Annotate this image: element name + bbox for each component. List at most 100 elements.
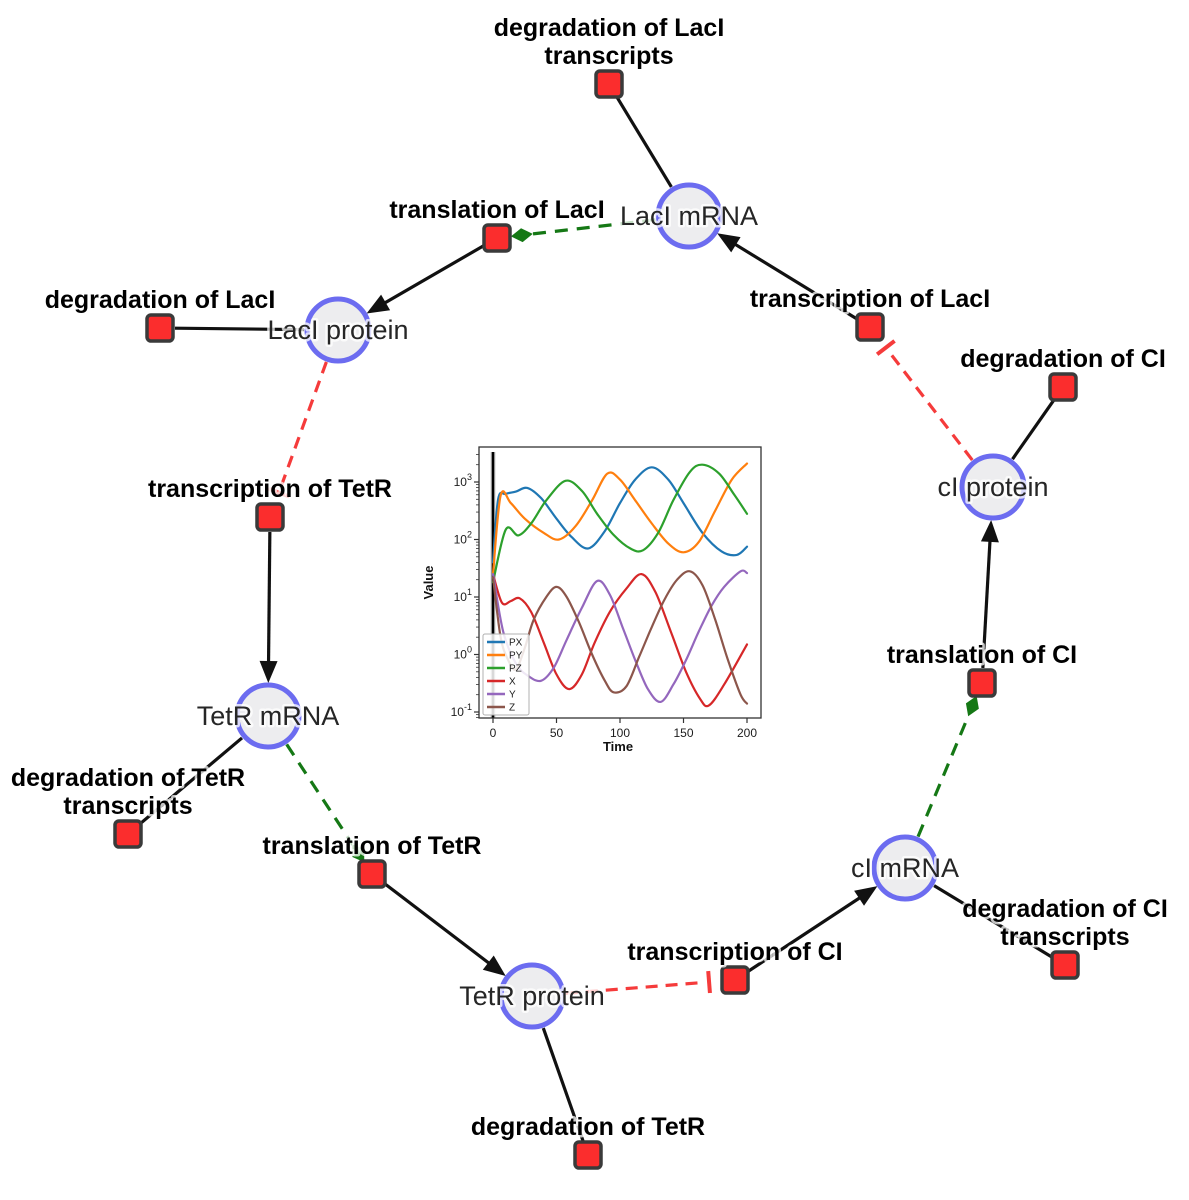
arrowhead-icon	[854, 886, 878, 906]
reaction-node-deg-laci[interactable]	[145, 313, 175, 343]
edge-tetr-mrna-deg-tetr-transcripts	[138, 736, 244, 826]
reaction-label-line: translation of LacI	[389, 196, 604, 224]
edge-laci-protein-transcription-tetr	[267, 361, 328, 499]
reaction-label-translation-tetr: translation of TetR	[263, 832, 482, 860]
reaction-label-translation-ci: translation of CI	[887, 641, 1077, 669]
series-line-PX	[491, 466, 749, 564]
reaction-label-line: degradation of TetR	[471, 1113, 705, 1141]
y-tick-label: 102	[454, 530, 472, 547]
arrowhead-icon	[259, 660, 278, 684]
species-label-laci-protein: LacI protein	[267, 315, 408, 345]
arrowhead-icon	[980, 519, 999, 543]
reaction-node-transcription-tetr[interactable]	[255, 502, 285, 532]
series-line-Y	[491, 569, 749, 704]
edge-ci-mrna-deg-ci-transcripts	[933, 884, 1054, 959]
reaction-label-line: degradation of TetR	[11, 764, 245, 792]
reaction-node-deg-ci[interactable]	[1048, 372, 1078, 402]
edge-tetr-mrna-translation-tetr	[285, 743, 365, 863]
inhibition-edge-line	[278, 361, 328, 490]
y-tick-label: 103	[454, 472, 472, 489]
reaction-node-transcription-laci[interactable]	[855, 312, 885, 342]
inhibition-edge-line	[887, 349, 974, 462]
species-node-tetr-mrna[interactable]	[234, 682, 302, 750]
species-label-ci-mrna: cI mRNA	[851, 853, 959, 883]
x-tick-label: 150	[673, 726, 693, 740]
species-node-tetr-protein[interactable]	[498, 962, 566, 1030]
production-edge-line	[981, 533, 992, 669]
reaction-node-deg-tetr[interactable]	[573, 1140, 603, 1170]
inhibition-edge-line	[565, 980, 706, 995]
reaction-label-line: degradation of LacI	[494, 14, 725, 42]
reaction-label-line: transcripts	[1000, 923, 1129, 951]
y-tick-label: 101	[454, 587, 472, 604]
species-node-ci-mrna[interactable]	[871, 834, 939, 902]
reaction-label-transcription-tetr: transcription of TetR	[148, 475, 392, 503]
reaction-label-deg-ci-transcripts: degradation of CI transcripts	[962, 895, 1168, 951]
consumption-edge-line	[174, 326, 305, 332]
reaction-label-line: transcription of LacI	[750, 285, 990, 313]
legend-label-PY: PY	[509, 651, 523, 662]
legend-label-Z: Z	[509, 703, 515, 714]
legend-label-PZ: PZ	[509, 664, 522, 675]
edge-translation-laci-laci-protein	[366, 244, 485, 314]
reaction-label-transcription-laci: transcription of LacI	[750, 285, 990, 313]
edge-ci-protein-deg-ci	[1011, 398, 1056, 461]
reaction-node-deg-laci-transcripts[interactable]	[594, 69, 624, 99]
reaction-label-line: transcription of CI	[627, 938, 842, 966]
edge-laci-protein-deg-laci	[174, 326, 305, 332]
reaction-label-line: transcription of TetR	[148, 475, 392, 503]
arrowhead-icon	[717, 233, 741, 253]
edges-layer	[138, 95, 1056, 1142]
modifier-edge-line	[285, 743, 355, 846]
edge-laci-mrna-translation-laci	[510, 218, 656, 243]
reaction-label-translation-laci: translation of LacI	[389, 196, 604, 224]
reaction-node-translation-laci[interactable]	[482, 223, 512, 253]
reaction-node-translation-ci[interactable]	[967, 668, 997, 698]
inset-chart: 0 50 100 150 20010310210110010-1TimeValuePXP…	[421, 446, 762, 754]
edge-translation-ci-ci-protein	[980, 519, 999, 669]
edge-tetr-protein-transcription-ci	[565, 970, 712, 995]
reaction-node-deg-ci-transcripts[interactable]	[1050, 950, 1080, 980]
production-edge-line	[266, 531, 272, 670]
edge-transcription-laci-laci-mrna	[717, 233, 859, 321]
production-edge-line	[728, 239, 859, 321]
edge-translation-tetr-tetr-protein	[382, 881, 506, 976]
reaction-label-line: degradation of LacI	[45, 286, 276, 314]
diamond-arrowhead-icon	[965, 695, 979, 717]
x-axis-title: Time	[603, 739, 633, 754]
edge-transcription-tetr-tetr-mrna	[259, 531, 278, 684]
edge-transcription-ci-ci-mrna	[746, 886, 878, 974]
edge-ci-mrna-translation-ci	[916, 695, 979, 838]
legend-label-Y: Y	[509, 690, 516, 701]
consumption-edge-line	[615, 95, 673, 188]
reaction-node-translation-tetr[interactable]	[357, 859, 387, 889]
series-line-PZ	[491, 463, 749, 584]
x-tick-label: 200	[737, 726, 757, 740]
y-axis-title: Value	[421, 566, 436, 600]
edge-ci-protein-transcription-laci	[875, 339, 974, 462]
tbar-inhibitor-icon	[267, 486, 290, 499]
species-label-tetr-protein: TetR protein	[459, 981, 605, 1011]
species-node-laci-protein[interactable]	[304, 296, 372, 364]
species-node-ci-protein[interactable]	[959, 453, 1027, 521]
modifier-edge-line	[916, 714, 971, 838]
diamond-arrowhead-icon	[352, 843, 365, 863]
x-tick-label: 100	[610, 726, 630, 740]
reaction-label-deg-laci-transcripts: degradation of LacI transcripts	[494, 14, 725, 70]
species-label-tetr-mrna: TetR mRNA	[197, 701, 340, 731]
chart-legend: PX PY PZ XYZ	[482, 633, 530, 716]
consumption-edge-line	[933, 884, 1054, 959]
y-tick-label: 100	[454, 645, 472, 662]
species-node-laci-mrna[interactable]	[655, 182, 723, 250]
tbar-inhibitor-icon	[706, 970, 712, 994]
reaction-label-line: degradation of CI	[960, 345, 1166, 373]
legend-label-PX: PX	[509, 638, 523, 649]
reaction-label-line: degradation of CI	[962, 895, 1168, 923]
reaction-label-deg-tetr: degradation of TetR	[471, 1113, 705, 1141]
reaction-node-transcription-ci[interactable]	[720, 965, 750, 995]
tbar-inhibitor-icon	[875, 339, 896, 356]
reaction-node-deg-tetr-transcripts[interactable]	[113, 819, 143, 849]
production-edge-line	[382, 881, 496, 969]
